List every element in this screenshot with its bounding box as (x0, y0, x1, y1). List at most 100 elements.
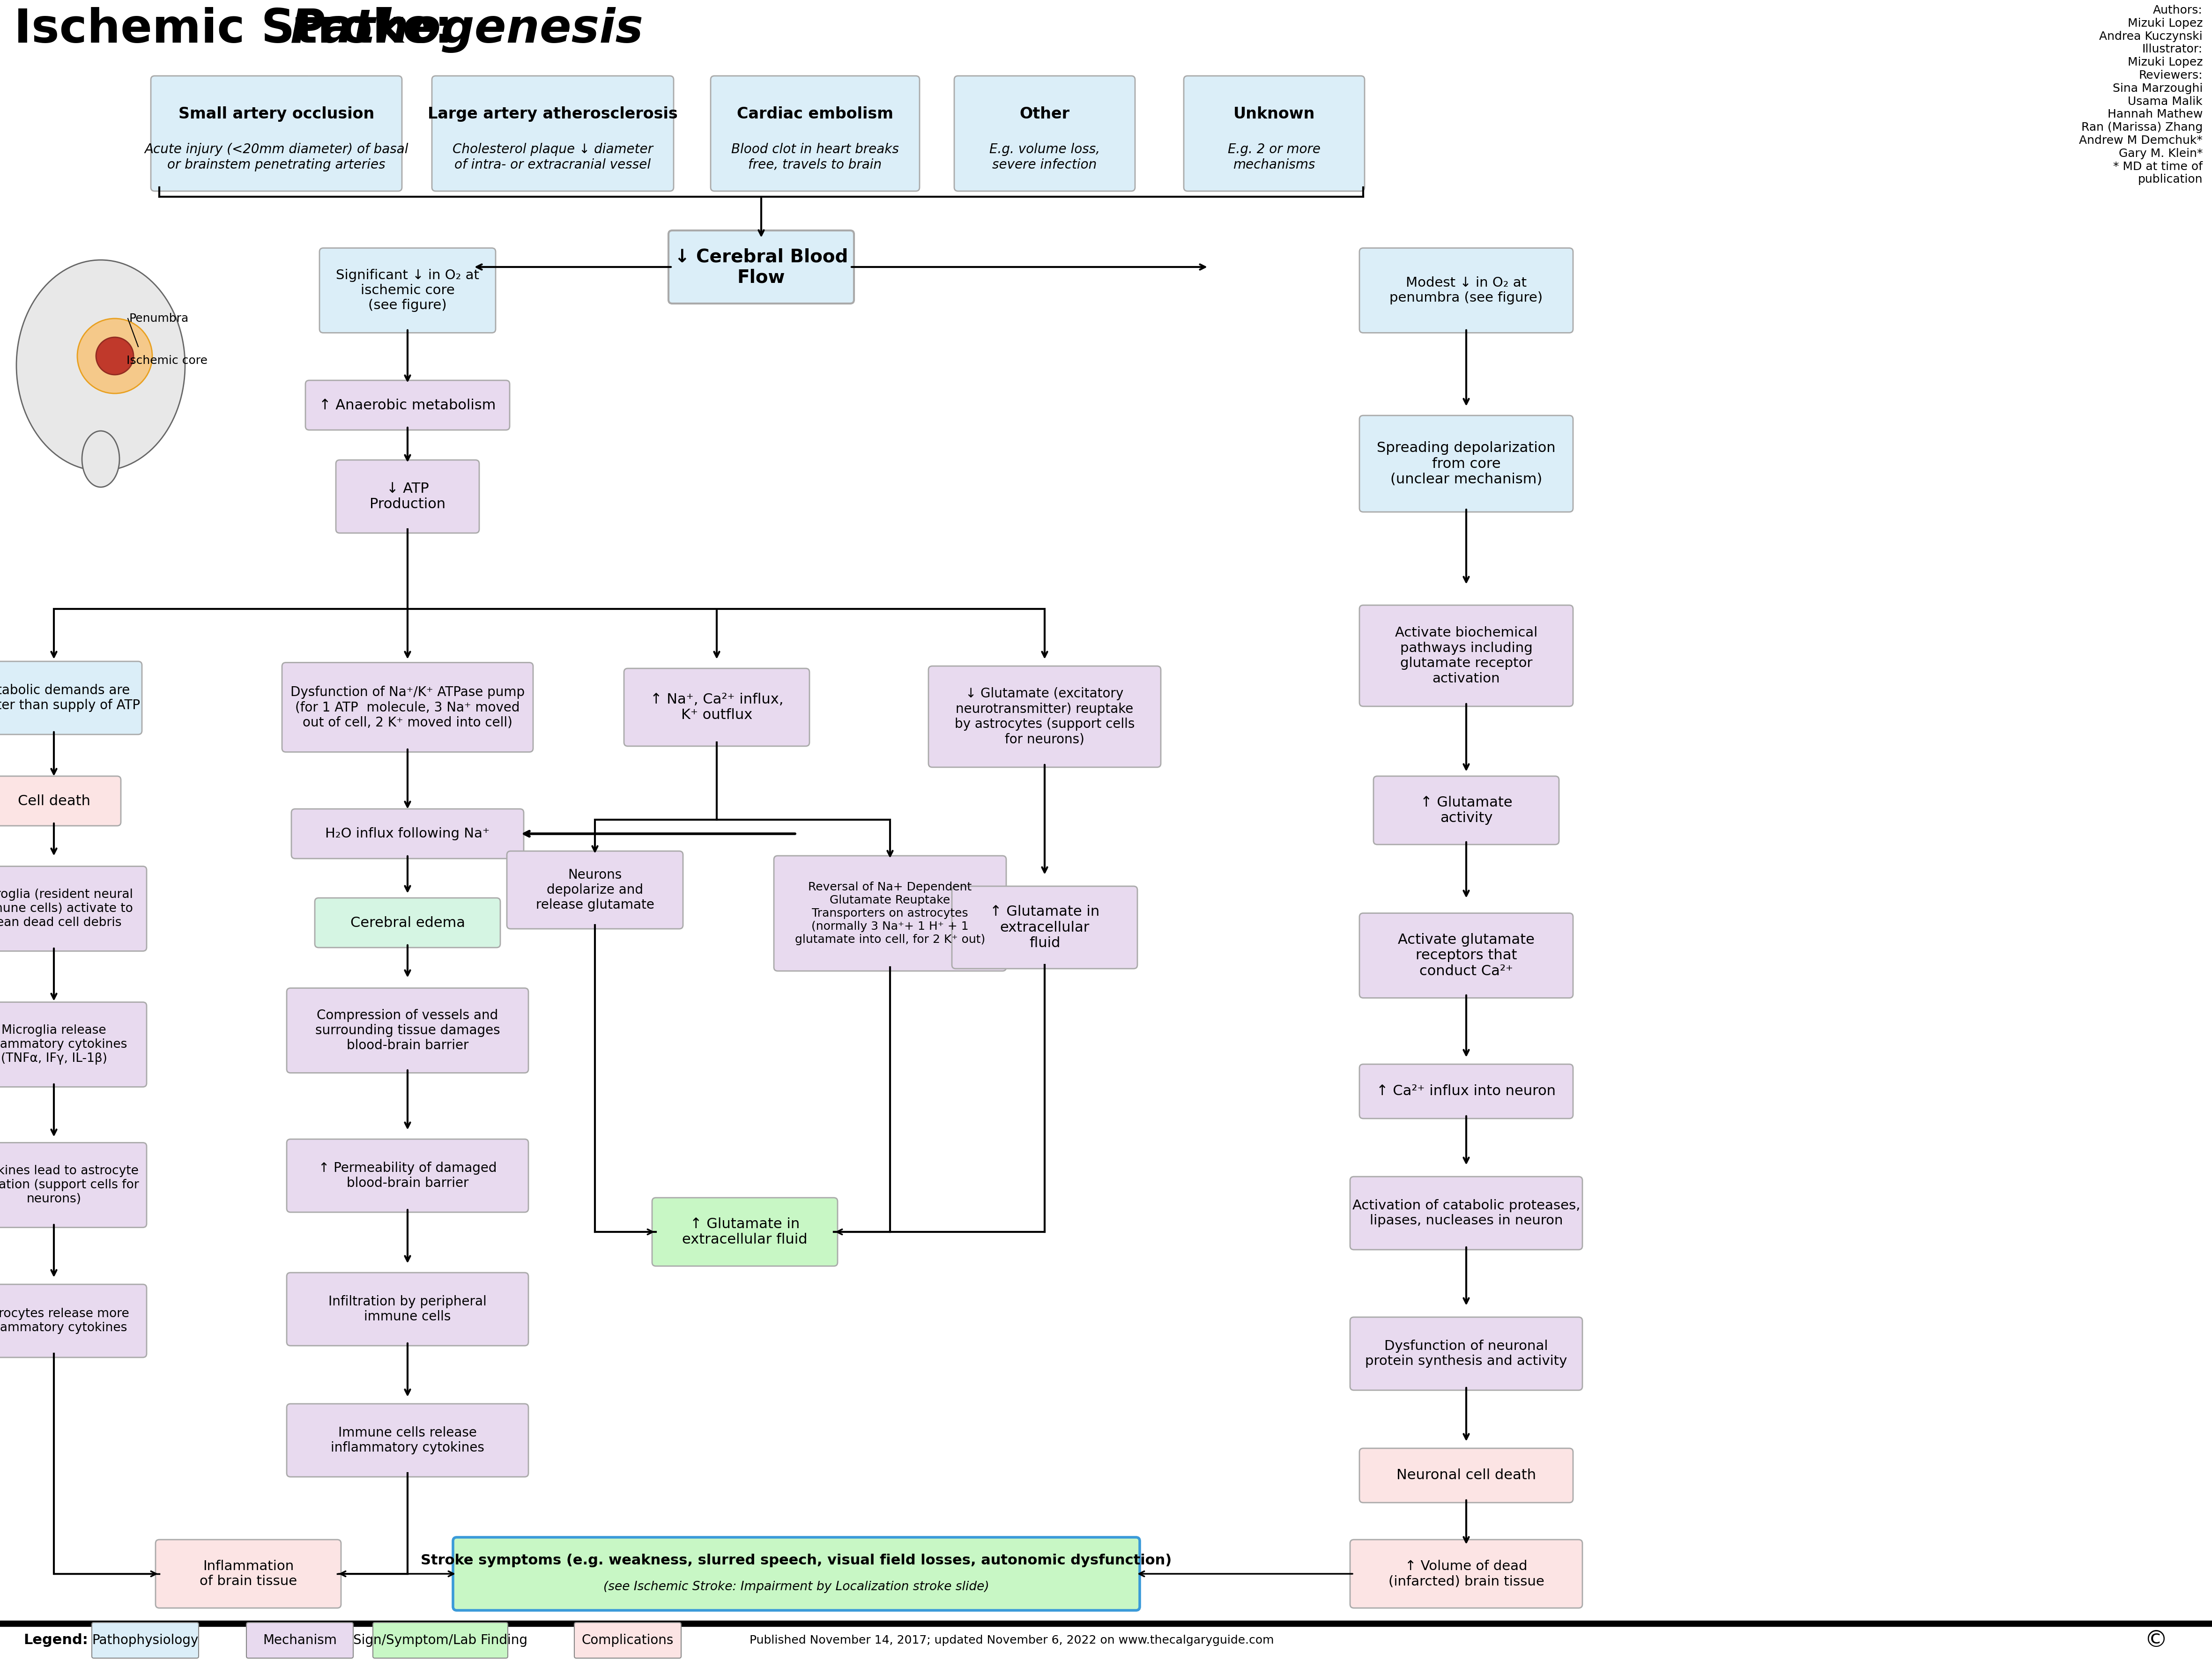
FancyBboxPatch shape (453, 1537, 1139, 1610)
FancyBboxPatch shape (1360, 247, 1573, 332)
Text: ©: © (2143, 1628, 2168, 1652)
Text: (see Ischemic Stroke: Impairment by Localization stroke slide): (see Ischemic Stroke: Impairment by Loca… (604, 1580, 989, 1594)
FancyBboxPatch shape (668, 231, 854, 304)
Text: Ischemic core: Ischemic core (126, 355, 208, 367)
Text: ↑ Ca²⁺ influx into neuron: ↑ Ca²⁺ influx into neuron (1376, 1084, 1555, 1099)
FancyBboxPatch shape (1360, 415, 1573, 511)
FancyBboxPatch shape (653, 1199, 838, 1267)
Text: ↓ Glutamate (excitatory
neurotransmitter) reuptake
by astrocytes (support cells
: ↓ Glutamate (excitatory neurotransmitter… (956, 687, 1135, 745)
FancyBboxPatch shape (575, 1622, 681, 1658)
Text: Published November 14, 2017; updated November 6, 2022 on www.thecalgaryguide.com: Published November 14, 2017; updated Nov… (750, 1635, 1274, 1647)
Text: Astrocytes release more
inflammatory cytokines: Astrocytes release more inflammatory cyt… (0, 1308, 128, 1335)
Text: E.g. 2 or more
mechanisms: E.g. 2 or more mechanisms (1228, 143, 1321, 171)
FancyBboxPatch shape (1349, 1539, 1582, 1609)
Text: Activation of catabolic proteases,
lipases, nucleases in neuron: Activation of catabolic proteases, lipas… (1352, 1199, 1579, 1227)
Text: Dysfunction of Na⁺/K⁺ ATPase pump
(for 1 ATP  molecule, 3 Na⁺ moved
out of cell,: Dysfunction of Na⁺/K⁺ ATPase pump (for 1… (290, 686, 524, 729)
FancyBboxPatch shape (281, 662, 533, 752)
FancyBboxPatch shape (774, 857, 1006, 971)
Text: Legend:: Legend: (24, 1633, 88, 1647)
Text: Compression of vessels and
surrounding tissue damages
blood-brain barrier: Compression of vessels and surrounding t… (314, 1009, 500, 1052)
Text: Large artery atherosclerosis: Large artery atherosclerosis (427, 106, 677, 121)
Text: E.g. volume loss,
severe infection: E.g. volume loss, severe infection (989, 143, 1099, 171)
FancyBboxPatch shape (929, 666, 1161, 767)
FancyBboxPatch shape (319, 247, 495, 332)
FancyBboxPatch shape (0, 1142, 146, 1227)
FancyBboxPatch shape (951, 886, 1137, 969)
FancyBboxPatch shape (150, 76, 403, 191)
FancyBboxPatch shape (1374, 777, 1559, 845)
FancyBboxPatch shape (0, 867, 146, 951)
Text: ↓ ATP
Production: ↓ ATP Production (369, 481, 445, 511)
FancyBboxPatch shape (288, 988, 529, 1072)
Text: Modest ↓ in O₂ at
penumbra (see figure): Modest ↓ in O₂ at penumbra (see figure) (1389, 276, 1542, 304)
FancyBboxPatch shape (1349, 1316, 1582, 1389)
Text: Sign/Symptom/Lab Finding: Sign/Symptom/Lab Finding (354, 1633, 526, 1647)
Text: Cardiac embolism: Cardiac embolism (737, 106, 894, 121)
Text: Spreading depolarization
from core
(unclear mechanism): Spreading depolarization from core (uncl… (1376, 442, 1555, 486)
FancyBboxPatch shape (314, 898, 500, 948)
Text: Blood clot in heart breaks
free, travels to brain: Blood clot in heart breaks free, travels… (732, 143, 898, 171)
FancyBboxPatch shape (93, 1622, 199, 1658)
Text: Cell death: Cell death (18, 793, 91, 808)
FancyBboxPatch shape (155, 1539, 341, 1609)
Text: ↑ Permeability of damaged
blood-brain barrier: ↑ Permeability of damaged blood-brain ba… (319, 1162, 498, 1190)
Text: Other: Other (1020, 106, 1071, 121)
FancyBboxPatch shape (246, 1622, 354, 1658)
Text: Authors:
Mizuki Lopez
Andrea Kuczynski
Illustrator:
Mizuki Lopez
Reviewers:
Sina: Authors: Mizuki Lopez Andrea Kuczynski I… (2079, 5, 2203, 186)
FancyBboxPatch shape (288, 1404, 529, 1477)
Text: H₂O influx following Na⁺: H₂O influx following Na⁺ (325, 827, 489, 840)
Text: Neuronal cell death: Neuronal cell death (1396, 1469, 1535, 1482)
FancyBboxPatch shape (1360, 1448, 1573, 1502)
Text: Neurons
depolarize and
release glutamate: Neurons depolarize and release glutamate (535, 868, 655, 911)
Text: Activate biochemical
pathways including
glutamate receptor
activation: Activate biochemical pathways including … (1396, 626, 1537, 686)
FancyBboxPatch shape (1349, 1177, 1582, 1250)
Text: Complications: Complications (582, 1633, 675, 1647)
Text: ↑ Glutamate
activity: ↑ Glutamate activity (1420, 795, 1513, 825)
Text: ↑ Volume of dead
(infarcted) brain tissue: ↑ Volume of dead (infarcted) brain tissu… (1389, 1560, 1544, 1589)
Ellipse shape (77, 319, 153, 393)
Text: ↓ Cerebral Blood
Flow: ↓ Cerebral Blood Flow (675, 247, 847, 286)
Text: Reversal of Na+ Dependent
Glutamate Reuptake
Transporters on astrocytes
(normall: Reversal of Na+ Dependent Glutamate Reup… (794, 881, 984, 945)
FancyBboxPatch shape (624, 669, 810, 745)
FancyBboxPatch shape (0, 1003, 146, 1087)
Text: Small artery occlusion: Small artery occlusion (179, 106, 374, 121)
FancyBboxPatch shape (288, 1139, 529, 1212)
FancyBboxPatch shape (1360, 913, 1573, 998)
Text: Mechanism: Mechanism (263, 1633, 336, 1647)
Text: Cytokines lead to astrocyte
activation (support cells for
neurons): Cytokines lead to astrocyte activation (… (0, 1165, 139, 1205)
Text: Stroke symptoms (e.g. weakness, slurred speech, visual field losses, autonomic d: Stroke symptoms (e.g. weakness, slurred … (420, 1554, 1172, 1567)
FancyBboxPatch shape (0, 661, 142, 734)
FancyBboxPatch shape (1183, 76, 1365, 191)
FancyBboxPatch shape (0, 777, 122, 825)
Ellipse shape (15, 261, 186, 471)
FancyBboxPatch shape (288, 1273, 529, 1346)
FancyBboxPatch shape (336, 460, 480, 533)
FancyBboxPatch shape (1360, 606, 1573, 707)
FancyBboxPatch shape (953, 76, 1135, 191)
Ellipse shape (82, 432, 119, 486)
Text: ↑ Anaerobic metabolism: ↑ Anaerobic metabolism (319, 398, 495, 412)
Text: Immune cells release
inflammatory cytokines: Immune cells release inflammatory cytoki… (332, 1426, 484, 1454)
Text: Significant ↓ in O₂ at
ischemic core
(see figure): Significant ↓ in O₂ at ischemic core (se… (336, 269, 480, 312)
FancyBboxPatch shape (1360, 1064, 1573, 1119)
Text: ↑ Glutamate in
extracellular fluid: ↑ Glutamate in extracellular fluid (681, 1217, 807, 1247)
Text: Penumbra: Penumbra (128, 312, 188, 324)
FancyBboxPatch shape (0, 1285, 146, 1358)
Text: Acute injury (<20mm diameter) of basal
or brainstem penetrating arteries: Acute injury (<20mm diameter) of basal o… (144, 143, 409, 171)
Ellipse shape (95, 337, 133, 375)
Text: Activate glutamate
receptors that
conduct Ca²⁺: Activate glutamate receptors that conduc… (1398, 933, 1535, 978)
Text: Unknown: Unknown (1234, 106, 1314, 121)
FancyBboxPatch shape (292, 808, 524, 858)
FancyBboxPatch shape (374, 1622, 509, 1658)
Text: ↑ Glutamate in
extracellular
fluid: ↑ Glutamate in extracellular fluid (989, 905, 1099, 950)
Text: Pathophysiology: Pathophysiology (93, 1633, 199, 1647)
Text: Cholesterol plaque ↓ diameter
of intra- or extracranial vessel: Cholesterol plaque ↓ diameter of intra- … (453, 143, 653, 171)
Text: Cerebral edema: Cerebral edema (349, 916, 465, 930)
Text: Ischemic Stroke:: Ischemic Stroke: (13, 7, 469, 53)
FancyBboxPatch shape (431, 76, 675, 191)
Text: Microglia release
inflammatory cytokines
(TNFα, IFγ, IL-1β): Microglia release inflammatory cytokines… (0, 1024, 126, 1064)
FancyBboxPatch shape (710, 76, 920, 191)
Text: Metabolic demands are
greater than supply of ATP: Metabolic demands are greater than suppl… (0, 684, 139, 712)
FancyBboxPatch shape (305, 380, 509, 430)
Text: Pathogenesis: Pathogenesis (290, 7, 644, 53)
